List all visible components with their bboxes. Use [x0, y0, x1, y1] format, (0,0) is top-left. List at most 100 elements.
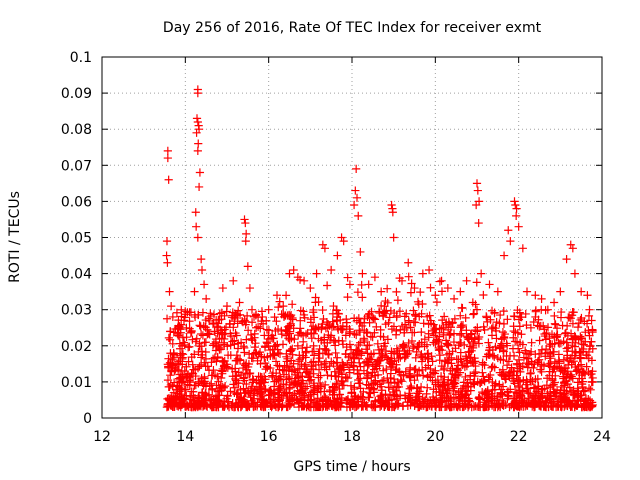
roti-point-bg [248, 354, 258, 363]
roti-point-bg [164, 354, 173, 363]
roti-point-bg [182, 362, 191, 371]
roti-point-bg [252, 376, 261, 385]
roti-point-bg [342, 342, 351, 352]
roti-point-bg [466, 330, 475, 339]
roti-point-bg [548, 381, 557, 390]
roti-point-bg [244, 359, 254, 369]
roti-point-bg [515, 348, 524, 357]
roti-point-bg [499, 401, 508, 410]
roti-point-bg [342, 315, 351, 324]
roti-point-bg [389, 322, 399, 331]
roti-point-bg [302, 367, 312, 376]
y-tick-label: 0.1 [70, 50, 92, 66]
roti-point [285, 269, 294, 278]
y-tick-label: 0.06 [61, 194, 92, 210]
roti-point-bg [286, 319, 295, 328]
roti-point-bg [453, 366, 463, 375]
roti-point-bg [417, 350, 426, 359]
roti-point [377, 287, 386, 296]
roti-point-bg [563, 347, 572, 356]
roti-point [242, 229, 251, 238]
roti-point-bg [205, 381, 214, 390]
roti-point-bg [556, 313, 566, 322]
roti-point [364, 280, 373, 289]
roti-point-bg [484, 349, 493, 359]
roti-point-bg [331, 402, 340, 412]
roti-point-bg [410, 399, 419, 408]
roti-point-bg [192, 334, 201, 343]
roti-point-bg [568, 388, 578, 397]
roti-point [172, 359, 182, 368]
roti-point-bg [560, 390, 569, 400]
roti-point-bg [500, 372, 509, 381]
roti-point-bg [195, 341, 204, 351]
roti-point-bg [328, 390, 337, 399]
roti-point-bg [346, 327, 355, 336]
roti-point-bg [357, 280, 366, 290]
roti-point-bg [511, 328, 520, 337]
roti-point [443, 283, 452, 293]
roti-point-bg [191, 401, 200, 410]
roti-point-bg [221, 382, 230, 391]
roti-point-bg [200, 358, 209, 367]
roti-point-bg [386, 362, 395, 372]
roti-point-bg [366, 332, 376, 341]
roti-point [333, 251, 342, 260]
roti-point-bg [187, 353, 196, 362]
roti-point-bg [311, 298, 320, 307]
roti-point-bg [391, 366, 400, 375]
roti-point-bg [413, 297, 423, 306]
roti-point-bg [274, 302, 283, 312]
roti-point-bg [201, 315, 210, 325]
roti-point-bg [186, 395, 195, 404]
roti-point-bg [363, 328, 372, 338]
roti-point-bg [300, 362, 309, 371]
roti-point-bg [483, 317, 492, 326]
roti-point-bg [299, 337, 308, 346]
roti-point-bg [568, 319, 578, 328]
roti-point-bg [421, 353, 430, 362]
roti-point [499, 251, 509, 260]
roti-point-bg [523, 363, 532, 372]
roti-point-bg [242, 365, 251, 374]
roti-point-bg [523, 354, 533, 363]
roti-point [167, 301, 176, 311]
roti-point-bg [314, 384, 323, 393]
roti-point-bg [581, 394, 591, 403]
roti-point-bg [397, 377, 406, 386]
y-tick-label: 0.01 [61, 375, 92, 391]
roti-point-bg [449, 380, 458, 389]
roti-point-bg [395, 307, 405, 316]
roti-point-bg [220, 362, 229, 371]
roti-point-bg [244, 326, 253, 335]
roti-point-bg [428, 357, 437, 366]
roti-point-bg [537, 345, 547, 354]
roti-point-bg [288, 300, 297, 309]
roti-point-bg [455, 338, 465, 348]
roti-point-bg [233, 389, 242, 398]
roti-point-bg [457, 389, 466, 398]
roti-point-bg [233, 319, 242, 328]
roti-point-bg [435, 277, 445, 286]
roti-point [512, 211, 521, 220]
roti-point-bg [250, 329, 259, 338]
roti-point-bg [552, 402, 561, 412]
roti-point-bg [555, 389, 564, 398]
roti-point-bg [436, 372, 446, 381]
roti-point-bg [395, 367, 404, 376]
roti-point [397, 276, 407, 285]
roti-point-bg [391, 401, 400, 410]
roti-point-bg [563, 321, 572, 331]
roti-point-bg [557, 364, 566, 373]
roti-point-bg [431, 336, 441, 345]
roti-point-bg [456, 311, 465, 320]
roti-point-bg [244, 388, 253, 397]
roti-point [327, 265, 336, 275]
roti-point [240, 215, 249, 224]
roti-point [193, 146, 202, 155]
roti-point-bg [213, 353, 222, 363]
roti-point-bg [329, 386, 338, 395]
roti-point-bg [177, 366, 186, 376]
roti-point-bg [302, 343, 312, 352]
